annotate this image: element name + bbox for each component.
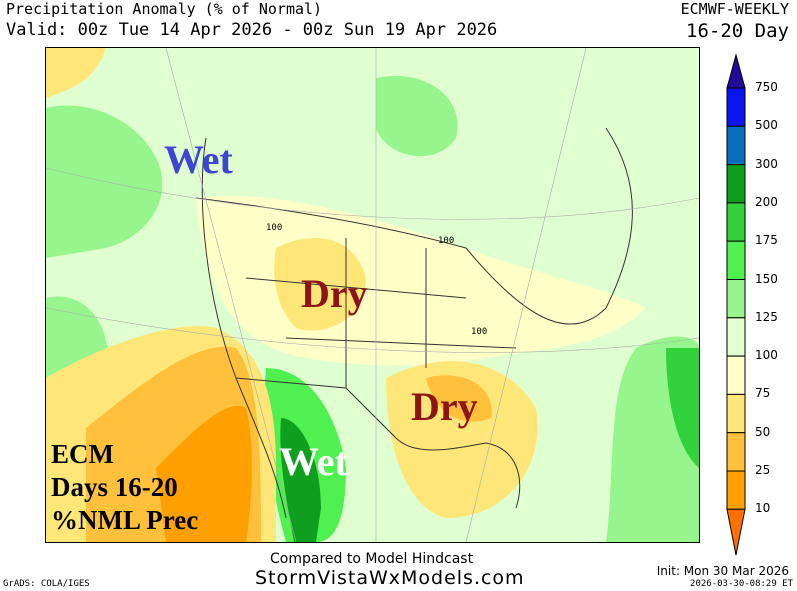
colorbar-segment [726, 393, 746, 434]
colorbar-label: 10 [755, 501, 771, 516]
colorbar-label: 100 [755, 348, 778, 363]
site-name: StormVistaWxModels.com [255, 567, 525, 589]
colorbar-segment [726, 202, 746, 242]
contour-label: 100 [438, 236, 454, 246]
colorbar-segment [726, 240, 746, 280]
colorbar-segment [726, 317, 746, 357]
map-title: Precipitation Anomaly (% of Normal) [6, 0, 323, 18]
colorbar-segment [726, 125, 746, 166]
colorbar-label: 150 [755, 271, 778, 286]
legend-line: %NML Prec [51, 505, 199, 535]
political-boundaries [195, 127, 633, 519]
colorbar-label: 25 [755, 463, 771, 477]
wet-area-mexico-core [280, 418, 321, 542]
colorbar-segment [726, 470, 746, 510]
colorbar-segment [726, 432, 746, 472]
grads-credit: GrADS: COLA/IGES [3, 579, 90, 589]
colorbar-label: 75 [755, 386, 771, 401]
valid-period: Valid: 00z Tue 14 Apr 2026 - 00z Sun 19 … [6, 20, 498, 40]
dry-area-gulf [386, 361, 538, 518]
colorbar-label: 125 [755, 309, 778, 324]
hindcast-note: Compared to Model Hindcast [270, 551, 474, 567]
colorbar-segment [726, 355, 746, 395]
forecast-period: 16-20 Day [686, 20, 789, 42]
annotation-wet-mexico: Wet [279, 439, 348, 484]
dry-area-southwest-core [156, 406, 252, 542]
model-name: ECMWF-WEEKLY [680, 0, 789, 18]
legend-line: ECM [51, 439, 114, 469]
annotation-dry-plains: Dry [301, 271, 368, 316]
colorbar-label: 175 [755, 233, 778, 248]
dry-area-north [46, 48, 106, 98]
wet-area-canada [376, 76, 458, 157]
wet-area-atlantic-core [666, 348, 699, 468]
colorbar-segment [726, 164, 746, 204]
colorbar-arrow-bottom [726, 508, 746, 556]
annotation-dry-gulf: Dry [411, 384, 478, 429]
annotation-wet-northwest: Wet [164, 137, 233, 182]
colorbar-label: 750 [755, 80, 778, 94]
legend-block: ECM Days 16-20 %NML Prec [51, 438, 198, 537]
lat-lon-grid [46, 48, 699, 542]
legend-line: Days 16-20 [51, 472, 178, 502]
dry-area-gulf-core [426, 375, 492, 422]
init-time: Init: Mon 30 Mar 2026 [656, 564, 789, 578]
colorbar-segment [726, 87, 746, 127]
contour-label: 100 [266, 223, 282, 233]
colorbar-label: 500 [755, 118, 778, 133]
contour-label: 100 [471, 327, 487, 337]
precip-anomaly-map: 100 100 100 Wet Dry Dry Wet ECM Days 16-… [45, 47, 700, 543]
timestamp: 2026-03-30-08:29 ET [690, 579, 793, 589]
map-canvas: 100 100 100 [46, 48, 699, 542]
colorbar-label: 50 [755, 424, 771, 439]
colorbar-arrow-top [726, 53, 746, 89]
colorbar [726, 53, 746, 556]
colorbar-label: 300 [755, 156, 778, 171]
colorbar-segment [726, 279, 746, 319]
colorbar-label: 200 [755, 194, 778, 209]
